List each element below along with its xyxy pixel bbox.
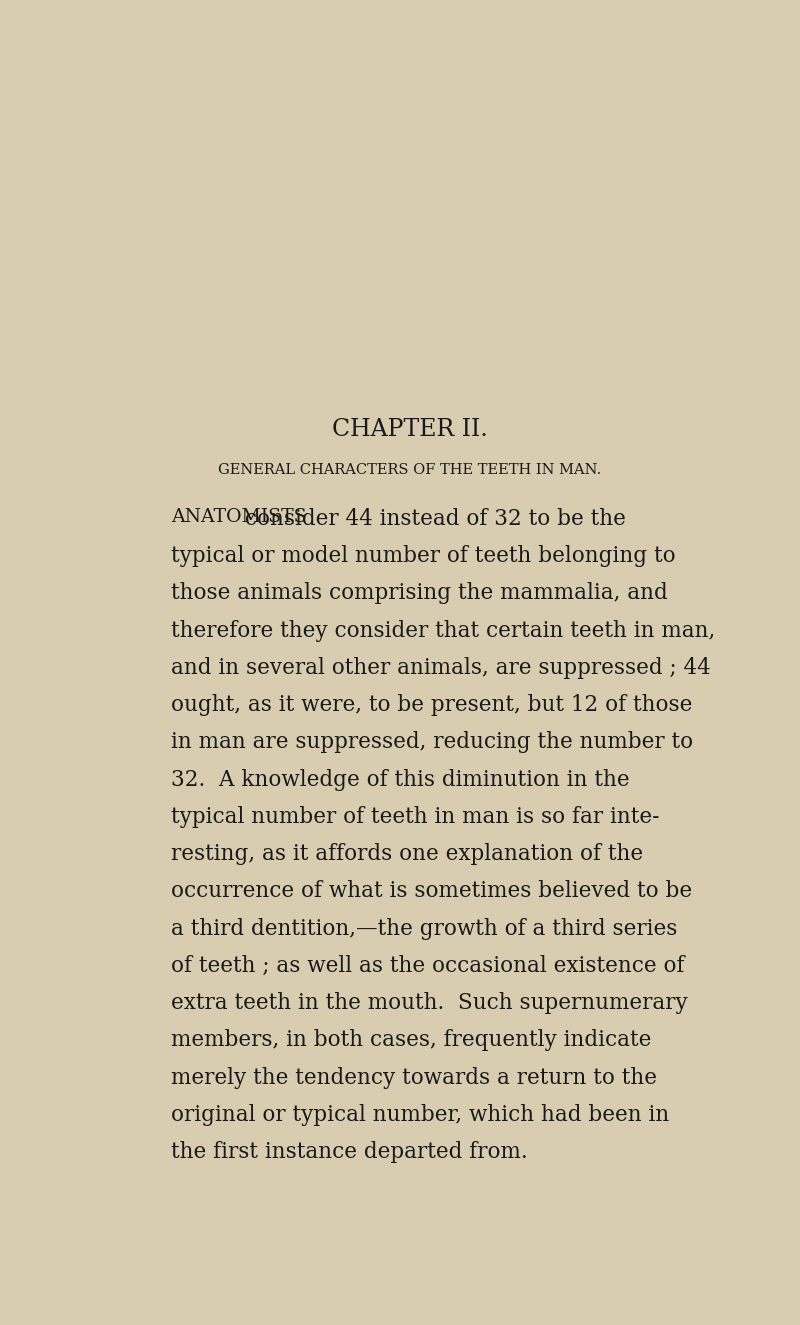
Text: occurrence of what is sometimes believed to be: occurrence of what is sometimes believed… xyxy=(171,880,693,902)
Text: members, in both cases, frequently indicate: members, in both cases, frequently indic… xyxy=(171,1030,652,1051)
Text: resting, as it affords one explanation of the: resting, as it affords one explanation o… xyxy=(171,843,643,865)
Text: of teeth ; as well as the occasional existence of: of teeth ; as well as the occasional exi… xyxy=(171,955,685,977)
Text: and in several other animals, are suppressed ; 44: and in several other animals, are suppre… xyxy=(171,657,711,678)
Text: a third dentition,—the growth of a third series: a third dentition,—the growth of a third… xyxy=(171,917,678,939)
Text: merely the tendency towards a return to the: merely the tendency towards a return to … xyxy=(171,1067,658,1089)
Text: the first instance departed from.: the first instance departed from. xyxy=(171,1141,528,1163)
Text: original or typical number, which had been in: original or typical number, which had be… xyxy=(171,1104,670,1126)
Text: GENERAL CHARACTERS OF THE TEETH IN MAN.: GENERAL CHARACTERS OF THE TEETH IN MAN. xyxy=(218,464,602,477)
Text: CHAPTER II.: CHAPTER II. xyxy=(332,417,488,441)
Text: those animals comprising the mammalia, and: those animals comprising the mammalia, a… xyxy=(171,583,668,604)
Text: consider 44 instead of 32 to be the: consider 44 instead of 32 to be the xyxy=(238,507,626,530)
Text: ANATOMISTS: ANATOMISTS xyxy=(171,507,307,526)
Text: 32.  A knowledge of this diminution in the: 32. A knowledge of this diminution in th… xyxy=(171,768,630,791)
Text: therefore they consider that certain teeth in man,: therefore they consider that certain tee… xyxy=(171,620,715,641)
Text: typical or model number of teeth belonging to: typical or model number of teeth belongi… xyxy=(171,545,676,567)
Text: in man are suppressed, reducing the number to: in man are suppressed, reducing the numb… xyxy=(171,731,694,754)
Text: ought, as it were, to be present, but 12 of those: ought, as it were, to be present, but 12… xyxy=(171,694,693,716)
Text: extra teeth in the mouth.  Such supernumerary: extra teeth in the mouth. Such supernume… xyxy=(171,992,688,1014)
Text: typical number of teeth in man is so far inte-: typical number of teeth in man is so far… xyxy=(171,806,660,828)
